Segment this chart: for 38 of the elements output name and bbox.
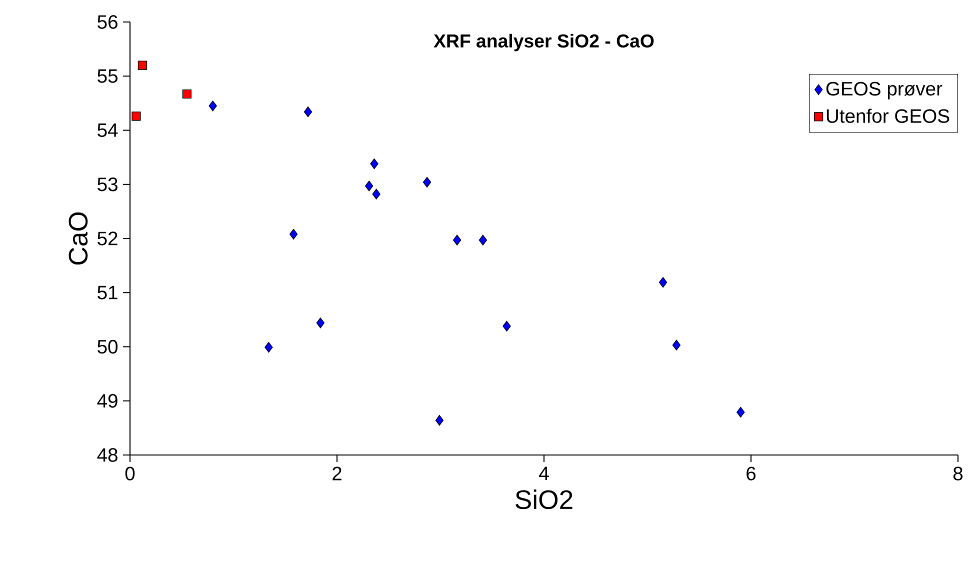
point (672, 340, 681, 350)
point (370, 158, 378, 170)
x-axis-title: SiO2 (516, 490, 572, 510)
point (132, 112, 141, 121)
y-tick-label: 48 (97, 448, 118, 462)
legend-label: GEOS prøver (826, 82, 942, 100)
point (422, 176, 432, 188)
point (208, 100, 217, 112)
y-axis-title: CaO (68, 212, 88, 265)
point (304, 106, 312, 118)
y-tick-label: 54 (98, 124, 118, 137)
y-tick-label: 52 (98, 232, 118, 246)
y-tick-label: 55 (98, 69, 118, 83)
x-tick-label: 0 (125, 466, 135, 480)
text: XRF analyser SiO2 - CaO (434, 34, 654, 52)
point (502, 320, 511, 332)
point (138, 60, 147, 70)
point (264, 342, 273, 353)
y-tick-label: 49 (97, 394, 118, 408)
point (736, 406, 745, 418)
point (658, 277, 668, 288)
x-tick-label: 8 (953, 466, 963, 480)
point (372, 188, 380, 200)
x-tick-label: 2 (332, 466, 342, 480)
point (435, 415, 444, 426)
y-tick-label: 56 (98, 15, 118, 29)
x-tick-label: 6 (746, 466, 756, 480)
y-tick-label: 53 (98, 178, 118, 192)
point (365, 180, 374, 192)
point (452, 234, 462, 246)
y-tick-label: 51 (98, 286, 118, 300)
x-tick-label: 4 (539, 466, 549, 480)
point (182, 89, 192, 99)
legend-label: Utenfor GEOS (826, 108, 950, 123)
point (289, 228, 298, 240)
point (478, 234, 488, 246)
y-tick-label: 50 (98, 340, 118, 354)
point (316, 318, 325, 328)
